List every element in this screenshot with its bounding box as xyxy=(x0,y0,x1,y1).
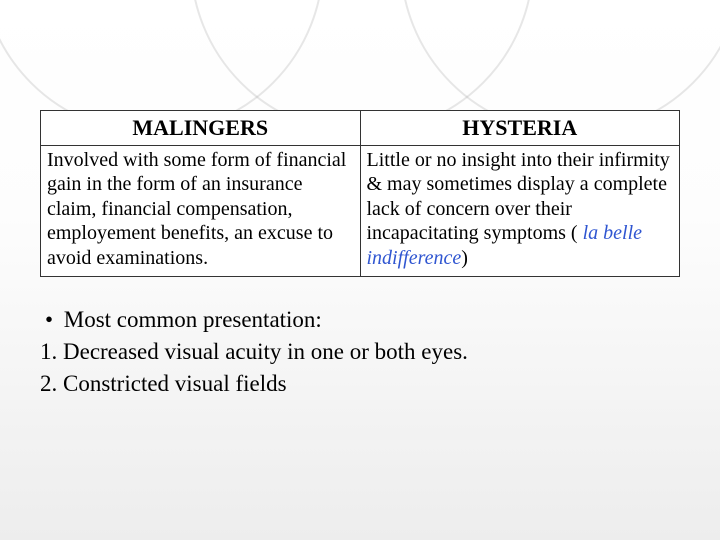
table-row: Involved with some form of financial gai… xyxy=(41,146,680,277)
comparison-table: MALINGERS HYSTERIA Involved with some fo… xyxy=(40,110,680,277)
bullet-lead: • Most common presentation: xyxy=(40,305,680,335)
cell-malingers-body: Involved with some form of financial gai… xyxy=(41,146,361,277)
bullet-dot-icon: • xyxy=(40,305,58,335)
bullets-block: • Most common presentation: 1. Decreased… xyxy=(40,305,680,399)
slide: MALINGERS HYSTERIA Involved with some fo… xyxy=(0,0,720,540)
bullet-item-1: 1. Decreased visual acuity in one or bot… xyxy=(40,337,680,367)
table-header-row: MALINGERS HYSTERIA xyxy=(41,111,680,146)
bullet-item-2: 2. Constricted visual fields xyxy=(40,369,680,399)
table-header-malingers: MALINGERS xyxy=(41,111,361,146)
table-header-hysteria: HYSTERIA xyxy=(360,111,680,146)
content-area: MALINGERS HYSTERIA Involved with some fo… xyxy=(0,0,720,399)
cell-hysteria-body: Little or no insight into their infirmit… xyxy=(360,146,680,277)
bullet-lead-text: Most common presentation: xyxy=(64,307,322,332)
hysteria-text-tail: ) xyxy=(461,247,468,269)
